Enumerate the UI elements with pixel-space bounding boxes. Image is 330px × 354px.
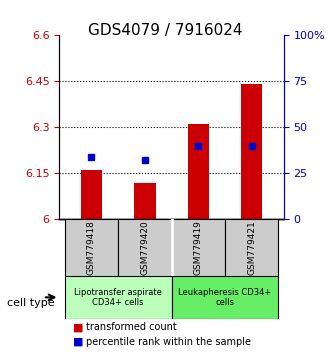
Text: GSM779421: GSM779421 (247, 221, 256, 275)
Bar (81, 170, 102, 219)
Text: percentile rank within the sample: percentile rank within the sample (86, 337, 251, 347)
Text: cell type: cell type (7, 298, 54, 308)
FancyBboxPatch shape (172, 276, 279, 319)
Text: GSM779419: GSM779419 (194, 220, 203, 275)
Text: transformed count: transformed count (86, 322, 177, 332)
Text: GSM779420: GSM779420 (140, 221, 149, 275)
Bar (134, 183, 155, 219)
Text: GDS4079 / 7916024: GDS4079 / 7916024 (88, 23, 242, 38)
Bar (241, 85, 262, 219)
FancyBboxPatch shape (118, 219, 172, 276)
Text: ■: ■ (73, 322, 83, 332)
Text: ■: ■ (73, 337, 83, 347)
Text: Lipotransfer aspirate
CD34+ cells: Lipotransfer aspirate CD34+ cells (74, 288, 162, 307)
Text: GSM779418: GSM779418 (87, 220, 96, 275)
Bar (188, 124, 209, 219)
FancyBboxPatch shape (65, 276, 172, 319)
FancyBboxPatch shape (172, 219, 225, 276)
FancyBboxPatch shape (225, 219, 279, 276)
Text: Leukapheresis CD34+
cells: Leukapheresis CD34+ cells (179, 288, 272, 307)
FancyBboxPatch shape (65, 219, 118, 276)
